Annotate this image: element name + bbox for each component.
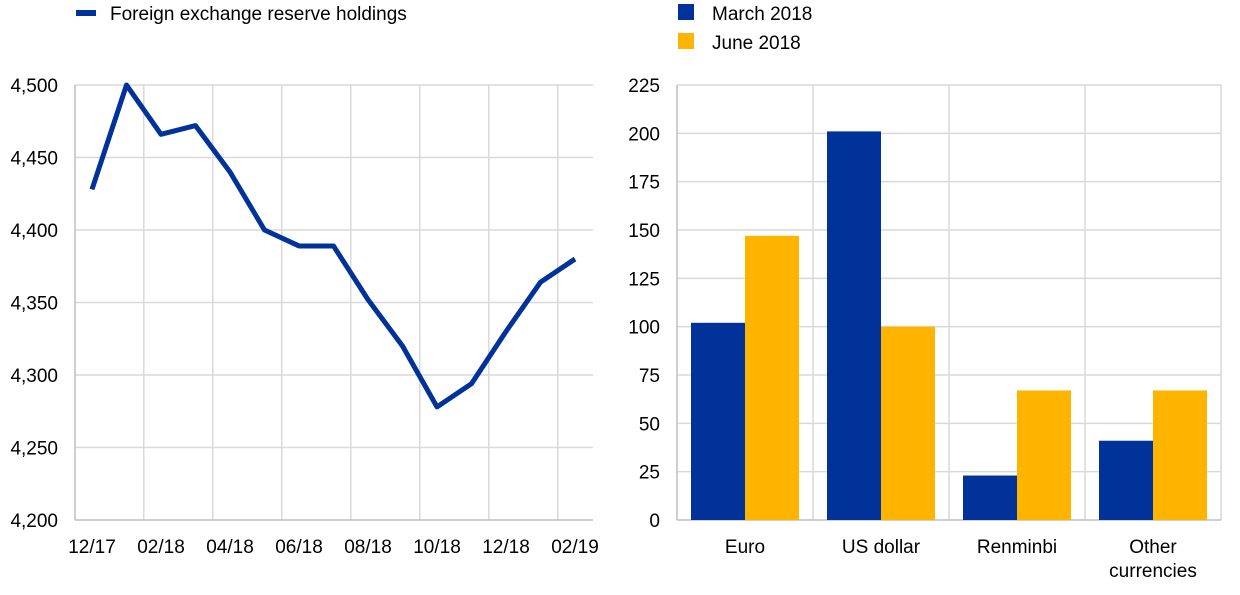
bar-june-2018 <box>745 235 799 521</box>
reserve-holdings-point <box>331 243 336 248</box>
bar-chart-category-label: Other <box>1129 537 1177 558</box>
bar-june-2018 <box>881 326 935 520</box>
legend-june-swatch <box>678 33 694 49</box>
reserve-holdings-point <box>262 228 267 233</box>
bar-chart-category-label: Renminbi <box>977 537 1057 558</box>
legend-june-label: June 2018 <box>712 33 801 54</box>
bar-june-2018 <box>1153 390 1207 520</box>
line-chart-panel <box>74 10 593 521</box>
line-chart-y-tick-label: 4,450 <box>10 149 58 170</box>
bar-march-2018 <box>963 475 1017 520</box>
bar-june-2018 <box>1017 390 1071 520</box>
reserve-holdings-line <box>89 82 577 410</box>
reserve-holdings-point <box>228 170 233 175</box>
reserve-holdings-point <box>435 404 440 409</box>
bar-chart-category-label: currencies <box>1109 561 1197 582</box>
bar-chart-panel <box>676 4 1222 521</box>
line-chart-y-tick-label: 4,400 <box>10 221 58 242</box>
bar-chart-y-tick-label: 175 <box>628 173 660 194</box>
reserve-holdings-point <box>124 83 129 88</box>
line-chart-y-tick-label: 4,200 <box>10 511 58 532</box>
line-chart-y-tick-label: 4,300 <box>10 366 58 387</box>
bar-chart-y-tick-label: 125 <box>628 269 660 290</box>
line-chart-x-tick-label: 02/18 <box>137 537 185 558</box>
reserve-holdings-point <box>90 187 95 192</box>
reserve-holdings-point <box>193 123 198 128</box>
bar-chart-y-tick-label: 25 <box>639 463 660 484</box>
line-chart-x-tick-label: 12/18 <box>482 537 530 558</box>
reserve-holdings-point <box>573 257 578 262</box>
legend-line-label: Foreign exchange reserve holdings <box>110 4 407 25</box>
bar-march-2018 <box>1099 440 1153 520</box>
bar-chart-y-tick-label: 150 <box>628 221 660 242</box>
reserve-holdings-point <box>159 132 164 137</box>
line-chart-y-tick-label: 4,500 <box>10 76 58 97</box>
bar-chart-category-label: US dollar <box>842 537 921 558</box>
bar-march-2018 <box>691 322 745 520</box>
bar-chart-y-tick-label: 75 <box>639 366 660 387</box>
bar-chart-y-tick-label: 50 <box>639 414 660 435</box>
reserve-holdings-point <box>297 243 302 248</box>
line-chart-y-tick-label: 4,250 <box>10 439 58 460</box>
legend-line-swatch <box>76 10 96 16</box>
reserve-holdings-point <box>366 297 371 302</box>
reserve-holdings-point <box>400 344 405 349</box>
reserve-holdings-point <box>469 381 474 386</box>
reserve-holdings-point <box>538 280 543 285</box>
bar-chart-y-tick-label: 0 <box>649 511 660 532</box>
line-chart-x-tick-label: 12/17 <box>68 537 116 558</box>
legend-march-swatch <box>678 4 694 20</box>
bar-march-2018 <box>827 131 881 520</box>
bar-chart-category-label: Euro <box>725 537 765 558</box>
line-chart-x-tick-label: 04/18 <box>206 537 254 558</box>
line-chart-x-tick-label: 02/19 <box>551 537 599 558</box>
legend-march-label: March 2018 <box>712 4 812 25</box>
bar-chart-y-tick-label: 100 <box>628 318 660 339</box>
reserve-holdings-point <box>504 329 509 334</box>
line-chart-x-tick-label: 10/18 <box>413 537 461 558</box>
bar-chart-y-tick-label: 200 <box>628 124 660 145</box>
bar-chart-y-tick-label: 225 <box>628 76 660 97</box>
line-chart-y-tick-label: 4,350 <box>10 294 58 315</box>
line-chart-x-tick-label: 08/18 <box>344 537 392 558</box>
line-chart-x-tick-label: 06/18 <box>275 537 323 558</box>
